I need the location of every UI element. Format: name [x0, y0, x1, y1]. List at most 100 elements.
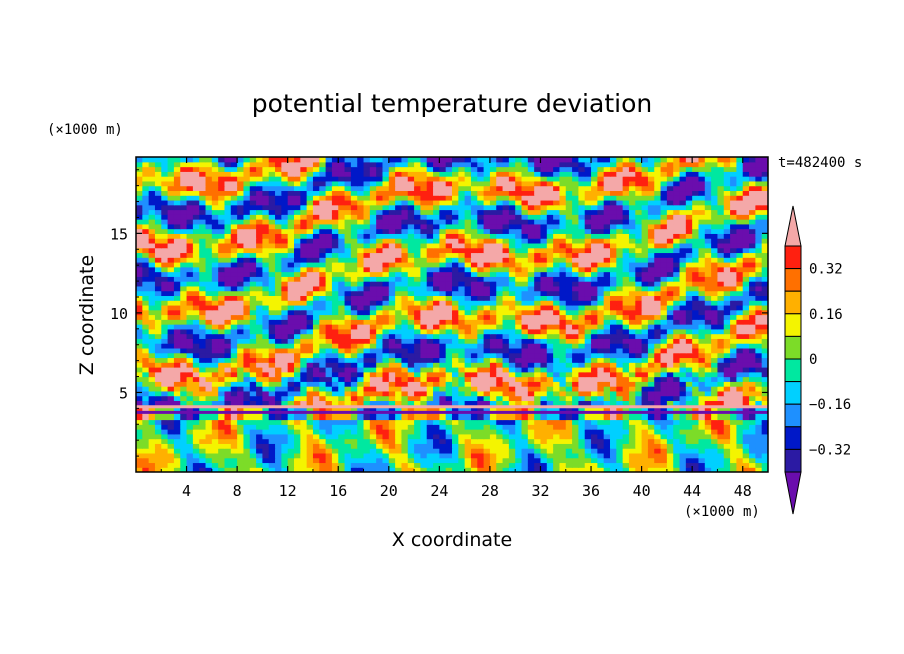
- heatmap-cell: [325, 367, 333, 373]
- heatmap-cell: [136, 419, 143, 425]
- heatmap-cell: [357, 438, 365, 444]
- heatmap-cell: [331, 443, 339, 449]
- heatmap-cell: [711, 252, 719, 258]
- heatmap-cell: [167, 462, 175, 468]
- heatmap-cell: [673, 443, 681, 449]
- heatmap-cell: [306, 328, 314, 335]
- heatmap-cell: [325, 276, 333, 282]
- heatmap-cell: [275, 290, 282, 297]
- heatmap-cell: [622, 362, 630, 368]
- heatmap-cell: [660, 362, 668, 368]
- heatmap-cell: [192, 400, 200, 406]
- heatmap-cell: [167, 242, 175, 249]
- heatmap-cell: [331, 262, 339, 268]
- heatmap-cell: [180, 281, 188, 287]
- heatmap-cell: [730, 238, 737, 244]
- heatmap-cell: [578, 328, 586, 335]
- heatmap-cell: [154, 238, 162, 244]
- heatmap-cell: [350, 343, 358, 349]
- heatmap-cell: [641, 304, 649, 311]
- heatmap-cell: [300, 357, 308, 363]
- heatmap-cell: [300, 386, 308, 392]
- heatmap-cell: [433, 238, 440, 244]
- heatmap-cell: [559, 319, 567, 325]
- heatmap-cell: [679, 424, 687, 430]
- heatmap-cell: [243, 257, 251, 263]
- heatmap-cell: [666, 271, 674, 277]
- heatmap-cell: [325, 266, 333, 273]
- heatmap-cell: [565, 352, 573, 359]
- heatmap-cell: [262, 438, 270, 444]
- heatmap-cell: [521, 395, 529, 402]
- heatmap-cell: [679, 452, 687, 459]
- heatmap-cell: [350, 276, 358, 282]
- heatmap-cell: [414, 400, 421, 406]
- heatmap-cell: [628, 233, 636, 239]
- heatmap-cell: [755, 381, 763, 387]
- heatmap-cell: [230, 386, 238, 392]
- heatmap-cell: [369, 457, 377, 464]
- heatmap-cell: [211, 300, 219, 306]
- heatmap-cell: [243, 419, 251, 425]
- heatmap-cell: [312, 300, 320, 306]
- heatmap-cell: [597, 419, 605, 425]
- heatmap-cell: [445, 352, 453, 359]
- heatmap-cell: [439, 309, 447, 316]
- heatmap-cell: [161, 309, 169, 316]
- heatmap-cell: [660, 262, 668, 268]
- heatmap-cell: [489, 333, 497, 339]
- heatmap-cell: [281, 300, 289, 306]
- heatmap-cell: [761, 362, 768, 368]
- heatmap-cell: [458, 242, 466, 249]
- heatmap-cell: [414, 419, 421, 425]
- heatmap-cell: [546, 309, 554, 316]
- heatmap-cell: [224, 381, 232, 387]
- heatmap-cell: [268, 319, 276, 325]
- heatmap-cell: [142, 390, 150, 397]
- heatmap-cell: [591, 419, 598, 425]
- heatmap-cell: [338, 419, 346, 425]
- heatmap-cell: [325, 371, 333, 378]
- heatmap-cell: [660, 419, 668, 425]
- heatmap-cell: [344, 467, 352, 472]
- heatmap-cell: [167, 414, 175, 421]
- heatmap-cell: [262, 295, 270, 301]
- heatmap-cell: [319, 448, 327, 454]
- heatmap-cell: [211, 352, 219, 359]
- heatmap-cell: [673, 400, 681, 406]
- heatmap-cell: [338, 247, 346, 254]
- heatmap-cell: [287, 285, 295, 292]
- heatmap-cell: [167, 367, 175, 373]
- heatmap-cell: [382, 252, 390, 258]
- heatmap-cell: [660, 371, 668, 378]
- heatmap-cell: [521, 352, 529, 359]
- heatmap-cell: [578, 457, 586, 464]
- heatmap-cell: [268, 257, 276, 263]
- heatmap-cell: [679, 295, 687, 301]
- heatmap-cell: [489, 376, 497, 382]
- heatmap-cell: [363, 238, 371, 244]
- heatmap-cell: [420, 290, 428, 297]
- heatmap-cell: [654, 257, 662, 263]
- heatmap-cell: [205, 271, 213, 277]
- heatmap-cell: [464, 271, 472, 277]
- heatmap-cell: [439, 233, 447, 239]
- heatmap-cell: [376, 381, 384, 387]
- heatmap-cell: [445, 266, 453, 273]
- heatmap-cell: [376, 262, 384, 268]
- heatmap-cell: [591, 448, 598, 454]
- heatmap-cell: [584, 424, 592, 430]
- heatmap-cell: [357, 262, 365, 268]
- heatmap-cell: [243, 443, 251, 449]
- heatmap-cell: [635, 276, 643, 282]
- heatmap-cell: [508, 390, 516, 397]
- heatmap-cell: [666, 390, 674, 397]
- heatmap-cell: [534, 386, 542, 392]
- heatmap-cell: [641, 352, 649, 359]
- heatmap-cell: [414, 242, 421, 249]
- heatmap-cell: [660, 319, 668, 325]
- heatmap-cell: [723, 238, 731, 244]
- heatmap-cell: [218, 276, 226, 282]
- heatmap-cell: [736, 390, 744, 397]
- heatmap-cell: [496, 343, 504, 349]
